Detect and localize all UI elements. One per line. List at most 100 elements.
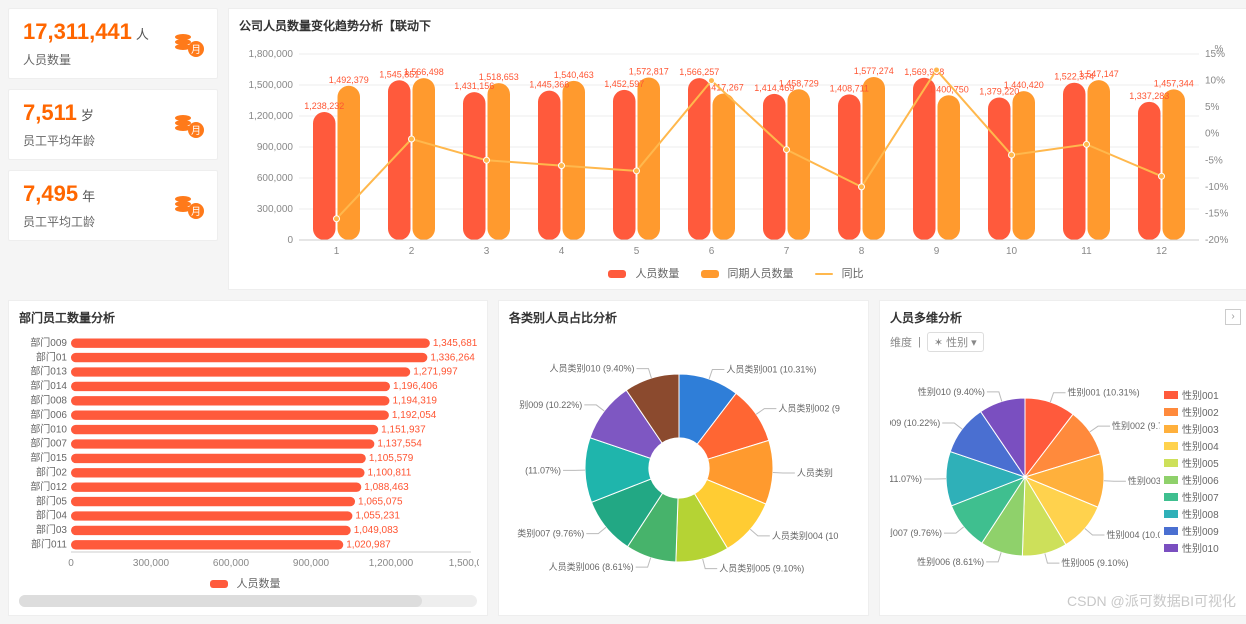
svg-text:1,088,463: 1,088,463 [364, 482, 409, 493]
svg-text:6: 6 [709, 246, 715, 257]
legend-item[interactable]: 性别007 [1164, 489, 1219, 504]
pie1-title: 各类别人员占比分析 [509, 309, 858, 326]
svg-text:月: 月 [191, 206, 201, 218]
svg-text:1,065,075: 1,065,075 [358, 496, 403, 507]
trend-chart-panel: 公司人员数量变化趋势分析【联动下 0300,000600,000900,0001… [228, 8, 1246, 290]
svg-text:1,105,579: 1,105,579 [369, 453, 414, 464]
legend-item[interactable]: 性别006 [1164, 472, 1219, 487]
svg-text:-10%: -10% [1205, 182, 1228, 193]
svg-text:性别004 (10.02%): 性别004 (10.02%) [1106, 529, 1160, 540]
svg-text:1,452,597: 1,452,597 [604, 79, 644, 89]
kpi-card-tenure[interactable]: 7,495年 员工平均工龄 月 [8, 170, 218, 241]
svg-text:11: 11 [1081, 246, 1092, 257]
svg-text:性别005 (9.10%): 性别005 (9.10%) [1061, 557, 1128, 568]
svg-text:1,547,147: 1,547,147 [1079, 69, 1119, 79]
svg-text:部门012: 部门012 [30, 480, 67, 493]
dept-scrollbar[interactable] [19, 595, 477, 607]
pie-category-panel: 各类别人员占比分析 人员类别001 (10.31%)人员类别002 (9人员类别… [498, 300, 869, 616]
svg-text:部门03: 部门03 [36, 523, 68, 536]
trend-legend: 人员数量 同期人员数量 同比 [239, 265, 1239, 281]
svg-text:1,566,257: 1,566,257 [679, 67, 719, 77]
legend-item[interactable]: 性别008 [1164, 506, 1219, 521]
svg-text:部门01: 部门01 [36, 350, 68, 363]
svg-text:人员类别006 (8.61%): 人员类别006 (8.61%) [549, 561, 634, 572]
legend-item[interactable]: 性别004 [1164, 438, 1219, 453]
svg-text:8 (11.07%): 8 (11.07%) [890, 474, 922, 484]
svg-text:1,137,554: 1,137,554 [377, 439, 422, 450]
svg-text:9: 9 [934, 246, 940, 257]
svg-text:1,500,000: 1,500,000 [249, 80, 294, 91]
legend-item[interactable]: 性别003 [1164, 421, 1219, 436]
legend-item[interactable]: 性别001 [1164, 387, 1219, 402]
svg-text:%: % [1215, 44, 1224, 55]
svg-text:1,408,711: 1,408,711 [830, 83, 869, 93]
legend-item[interactable]: 性别002 [1164, 404, 1219, 419]
svg-text:1,238,232: 1,238,232 [304, 101, 344, 111]
legend-item[interactable]: 性别009 [1164, 523, 1219, 538]
legend-item[interactable]: 性别010 [1164, 540, 1219, 555]
kpi-card-headcount[interactable]: 17,311,441人 人员数量 月 [8, 8, 218, 79]
svg-text:别007 (9.76%): 别007 (9.76%) [890, 528, 942, 538]
svg-text:1,055,231: 1,055,231 [355, 511, 400, 522]
dept-title: 部门员工数量分析 [19, 309, 477, 326]
kpi-column: 17,311,441人 人员数量 月 7,511岁 员工平均年龄 月 7,495… [8, 8, 218, 290]
trend-chart[interactable]: 0300,000600,000900,0001,200,0001,500,000… [239, 40, 1239, 260]
pie2-title: 人员多维分析 [890, 309, 1239, 326]
svg-text:部门05: 部门05 [36, 494, 68, 507]
svg-text:部门006: 部门006 [30, 408, 67, 421]
expand-icon[interactable]: › [1225, 309, 1241, 325]
svg-text:5%: 5% [1205, 102, 1220, 113]
svg-text:1: 1 [334, 246, 340, 257]
svg-text:部门008: 部门008 [30, 393, 67, 406]
legend-item[interactable]: 性别005 [1164, 455, 1219, 470]
dimension-dropdown[interactable]: ✶ 性别 ▾ [927, 332, 984, 352]
svg-text:4: 4 [559, 246, 565, 257]
svg-text:0: 0 [287, 235, 293, 246]
svg-text:-5%: -5% [1205, 155, 1223, 166]
svg-text:部门015: 部门015 [30, 451, 67, 464]
svg-text:1,400,750: 1,400,750 [929, 84, 969, 94]
svg-text:1,151,937: 1,151,937 [381, 424, 426, 435]
svg-text:1,192,054: 1,192,054 [392, 410, 437, 421]
pie-multi-chart[interactable]: 性别001 (10.31%)性别002 (9.78%)性别003 (10.91%… [890, 356, 1160, 586]
pie2-toolbar: 维度 | ✶ 性别 ▾ [890, 332, 1239, 352]
trend-title: 公司人员数量变化趋势分析【联动下 [239, 17, 1239, 34]
svg-text:1,337,283: 1,337,283 [1129, 91, 1169, 101]
svg-text:1,336,264: 1,336,264 [430, 352, 475, 363]
svg-text:(11.07%): (11.07%) [525, 465, 561, 475]
svg-text:1,566,498: 1,566,498 [404, 67, 444, 77]
coins-month-icon: 月 [173, 28, 205, 60]
dept-bar-panel: 部门员工数量分析 部门0091,345,681部门011,336,264部门01… [8, 300, 488, 616]
svg-text:1,445,366: 1,445,366 [529, 80, 569, 90]
svg-text:1,049,083: 1,049,083 [354, 525, 399, 536]
svg-text:部门011: 部门011 [31, 537, 67, 550]
svg-text:600,000: 600,000 [257, 173, 294, 184]
svg-text:12: 12 [1156, 246, 1168, 257]
svg-text:1,100,811: 1,100,811 [368, 467, 412, 478]
dept-bar-chart[interactable]: 部门0091,345,681部门011,336,264部门0131,271,99… [19, 332, 479, 570]
svg-text:1,194,319: 1,194,319 [392, 395, 437, 406]
svg-text:2: 2 [409, 246, 415, 257]
svg-text:1,200,000: 1,200,000 [249, 111, 294, 122]
svg-text:月: 月 [191, 125, 201, 137]
svg-text:1,200,000: 1,200,000 [369, 558, 414, 569]
svg-text:人员类别010 (9.40%): 人员类别010 (9.40%) [549, 363, 634, 374]
watermark: CSDN @派可数据BI可视化 [1067, 591, 1236, 611]
svg-text:1,572,817: 1,572,817 [629, 66, 669, 76]
pie2-legend: 性别001 性别002 性别003 性别004 性别005 性别006 性别007 性别008… [1164, 385, 1219, 557]
coins-month-icon: 月 [173, 109, 205, 141]
svg-text:部门007: 部门007 [30, 437, 67, 450]
kpi-card-age[interactable]: 7,511岁 员工平均年龄 月 [8, 89, 218, 160]
pie-category-chart[interactable]: 人员类别001 (10.31%)人员类别002 (9人员类别人员类别004 (1… [509, 332, 849, 592]
svg-text:性别002 (9.78%): 性别002 (9.78%) [1112, 420, 1160, 431]
coins-month-icon: 月 [173, 190, 205, 222]
svg-text:1,492,379: 1,492,379 [329, 75, 369, 85]
svg-text:部门014: 部门014 [30, 379, 67, 392]
svg-text:3: 3 [484, 246, 490, 257]
svg-text:1,500,000: 1,500,000 [449, 558, 479, 569]
svg-text:1,345,681: 1,345,681 [433, 338, 478, 349]
svg-text:1,020,987: 1,020,987 [346, 539, 391, 550]
svg-text:性别010 (9.40%): 性别010 (9.40%) [918, 386, 985, 397]
svg-text:类别007 (9.76%): 类别007 (9.76%) [517, 528, 584, 539]
svg-text:1,540,463: 1,540,463 [554, 70, 594, 80]
